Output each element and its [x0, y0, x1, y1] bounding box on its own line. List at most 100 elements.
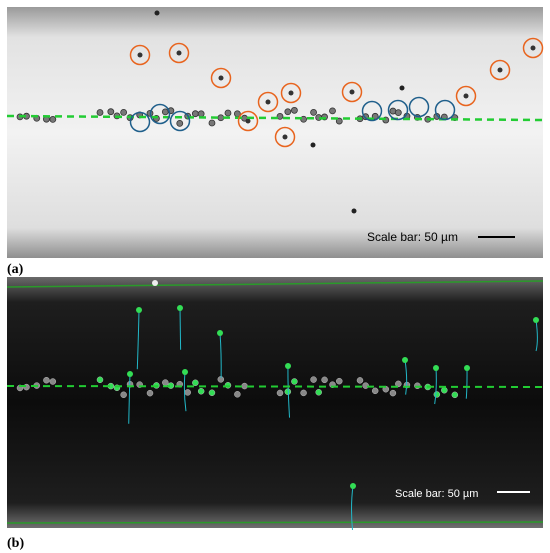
particle [224, 109, 232, 117]
particle [136, 309, 140, 370]
particle [315, 389, 322, 396]
particle [179, 307, 182, 350]
particle [23, 383, 30, 391]
particle [402, 357, 408, 363]
centerline-b [6, 385, 544, 388]
micrograph-b [7, 277, 543, 528]
particle [465, 367, 468, 399]
particles-b [16, 280, 539, 531]
focused-markers [129, 96, 456, 133]
particle [463, 93, 469, 99]
particle [394, 109, 402, 117]
particle [245, 118, 251, 124]
particle [321, 376, 328, 384]
marker [274, 126, 296, 148]
particle [136, 307, 142, 313]
marker [168, 42, 190, 64]
marker [280, 82, 302, 104]
particle [208, 389, 216, 397]
particle [276, 389, 284, 397]
wall-bottom [6, 521, 544, 524]
marker [361, 100, 383, 122]
marker [489, 59, 511, 81]
marker [408, 96, 430, 118]
particle [128, 373, 131, 424]
particle [441, 386, 448, 394]
particle [310, 108, 317, 116]
particle [371, 387, 379, 395]
particle [182, 369, 188, 375]
particle [197, 110, 205, 118]
marker [522, 37, 544, 59]
marker [237, 110, 259, 132]
particle [192, 379, 199, 387]
particle [433, 391, 441, 398]
marker [169, 110, 191, 132]
particle [287, 365, 291, 418]
particle [351, 485, 354, 531]
particle [49, 116, 57, 123]
panel-label: (a) [7, 262, 24, 277]
particle [197, 388, 205, 395]
particle [241, 382, 248, 390]
marker [341, 81, 363, 103]
migrated-markers [129, 37, 544, 148]
marker [257, 91, 279, 113]
wall-top [6, 280, 544, 288]
particle [530, 45, 536, 51]
marker [149, 103, 171, 125]
particle [433, 365, 439, 371]
micrograph-a [7, 7, 543, 258]
particle [350, 483, 356, 489]
particle [356, 377, 364, 384]
particle [395, 380, 402, 388]
particle [497, 67, 503, 73]
particle [107, 108, 115, 116]
marker [210, 67, 232, 89]
particle [162, 379, 169, 386]
particle [146, 389, 154, 397]
scale-bar-label: Scale bar: 50 µm [395, 488, 478, 500]
particle [349, 89, 355, 95]
particle [291, 106, 298, 114]
marker [455, 85, 477, 107]
scale-bar-label: Scale bar: 50 µm [367, 230, 458, 244]
particle [176, 50, 182, 56]
particle [464, 365, 470, 371]
marker [129, 44, 151, 66]
particle [284, 108, 292, 116]
particle [43, 376, 50, 384]
particle [310, 142, 316, 148]
particle [152, 280, 158, 286]
particle [351, 208, 357, 214]
particle [282, 134, 288, 140]
particle [300, 389, 307, 397]
particle [191, 110, 199, 118]
particle [183, 371, 187, 412]
particle [399, 85, 405, 91]
particle [218, 75, 224, 81]
panel-label: (b) [7, 536, 24, 551]
marker [387, 99, 409, 121]
marker [434, 99, 456, 121]
particle [265, 99, 271, 105]
particle [362, 382, 369, 389]
particle [535, 319, 538, 352]
particle [404, 359, 408, 395]
particle [451, 391, 459, 399]
particle [288, 90, 294, 96]
particle [414, 382, 421, 389]
particle [208, 119, 216, 127]
particle [217, 114, 225, 122]
particle [176, 119, 184, 127]
particle [120, 391, 127, 399]
particle [389, 389, 397, 397]
particle [310, 376, 317, 383]
particle [336, 377, 343, 385]
particle [434, 367, 437, 405]
particle [285, 363, 291, 369]
particle [120, 108, 128, 116]
particle [177, 305, 183, 311]
particle [276, 112, 284, 120]
